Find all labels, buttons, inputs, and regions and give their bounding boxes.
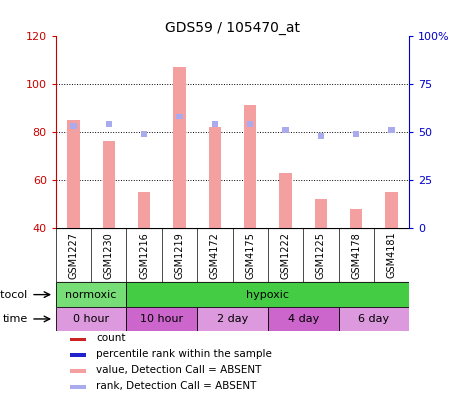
Text: rank, Detection Call = ABSENT: rank, Detection Call = ABSENT (96, 381, 257, 391)
Text: GSM1222: GSM1222 (280, 232, 291, 279)
Bar (173, 67, 186, 228)
Bar (388, 127, 395, 133)
Bar (268, 307, 339, 331)
Bar (279, 173, 292, 228)
Bar (247, 121, 253, 127)
Bar (141, 131, 147, 137)
Bar (350, 209, 362, 228)
Bar (70, 353, 86, 357)
Bar (70, 369, 86, 373)
Bar (197, 307, 268, 331)
Bar (209, 127, 221, 228)
Text: GSM1216: GSM1216 (139, 232, 149, 278)
Text: GSM1219: GSM1219 (174, 232, 185, 278)
Bar (70, 337, 86, 341)
Bar (126, 282, 409, 307)
Bar (106, 121, 112, 127)
Bar (315, 199, 327, 228)
Text: time: time (2, 314, 27, 324)
Bar (70, 385, 86, 389)
Text: GSM1230: GSM1230 (104, 232, 114, 278)
Bar (318, 133, 324, 139)
Text: normoxic: normoxic (66, 289, 117, 300)
Bar (138, 192, 150, 228)
Bar (103, 141, 115, 228)
Text: GSM4181: GSM4181 (386, 232, 397, 278)
Title: GDS59 / 105470_at: GDS59 / 105470_at (165, 21, 300, 34)
Bar (56, 307, 126, 331)
Text: protocol: protocol (0, 289, 27, 300)
Bar (244, 105, 256, 228)
Bar (126, 307, 197, 331)
Text: GSM1227: GSM1227 (68, 232, 79, 279)
Text: 10 hour: 10 hour (140, 314, 183, 324)
Text: 0 hour: 0 hour (73, 314, 109, 324)
Text: 4 day: 4 day (287, 314, 319, 324)
Text: GSM4175: GSM4175 (245, 232, 255, 279)
Bar (56, 282, 126, 307)
Text: percentile rank within the sample: percentile rank within the sample (96, 349, 272, 359)
Text: count: count (96, 333, 126, 343)
Bar (339, 307, 409, 331)
Text: 2 day: 2 day (217, 314, 248, 324)
Bar (385, 192, 398, 228)
Bar (70, 123, 77, 129)
Text: GSM1225: GSM1225 (316, 232, 326, 279)
Text: GSM4178: GSM4178 (351, 232, 361, 278)
Bar (67, 120, 80, 228)
Bar (282, 127, 289, 133)
Text: hypoxic: hypoxic (246, 289, 289, 300)
Bar (176, 114, 183, 119)
Text: 6 day: 6 day (359, 314, 389, 324)
Text: GSM4172: GSM4172 (210, 232, 220, 279)
Bar (212, 121, 218, 127)
Text: value, Detection Call = ABSENT: value, Detection Call = ABSENT (96, 365, 262, 375)
Bar (353, 131, 359, 137)
